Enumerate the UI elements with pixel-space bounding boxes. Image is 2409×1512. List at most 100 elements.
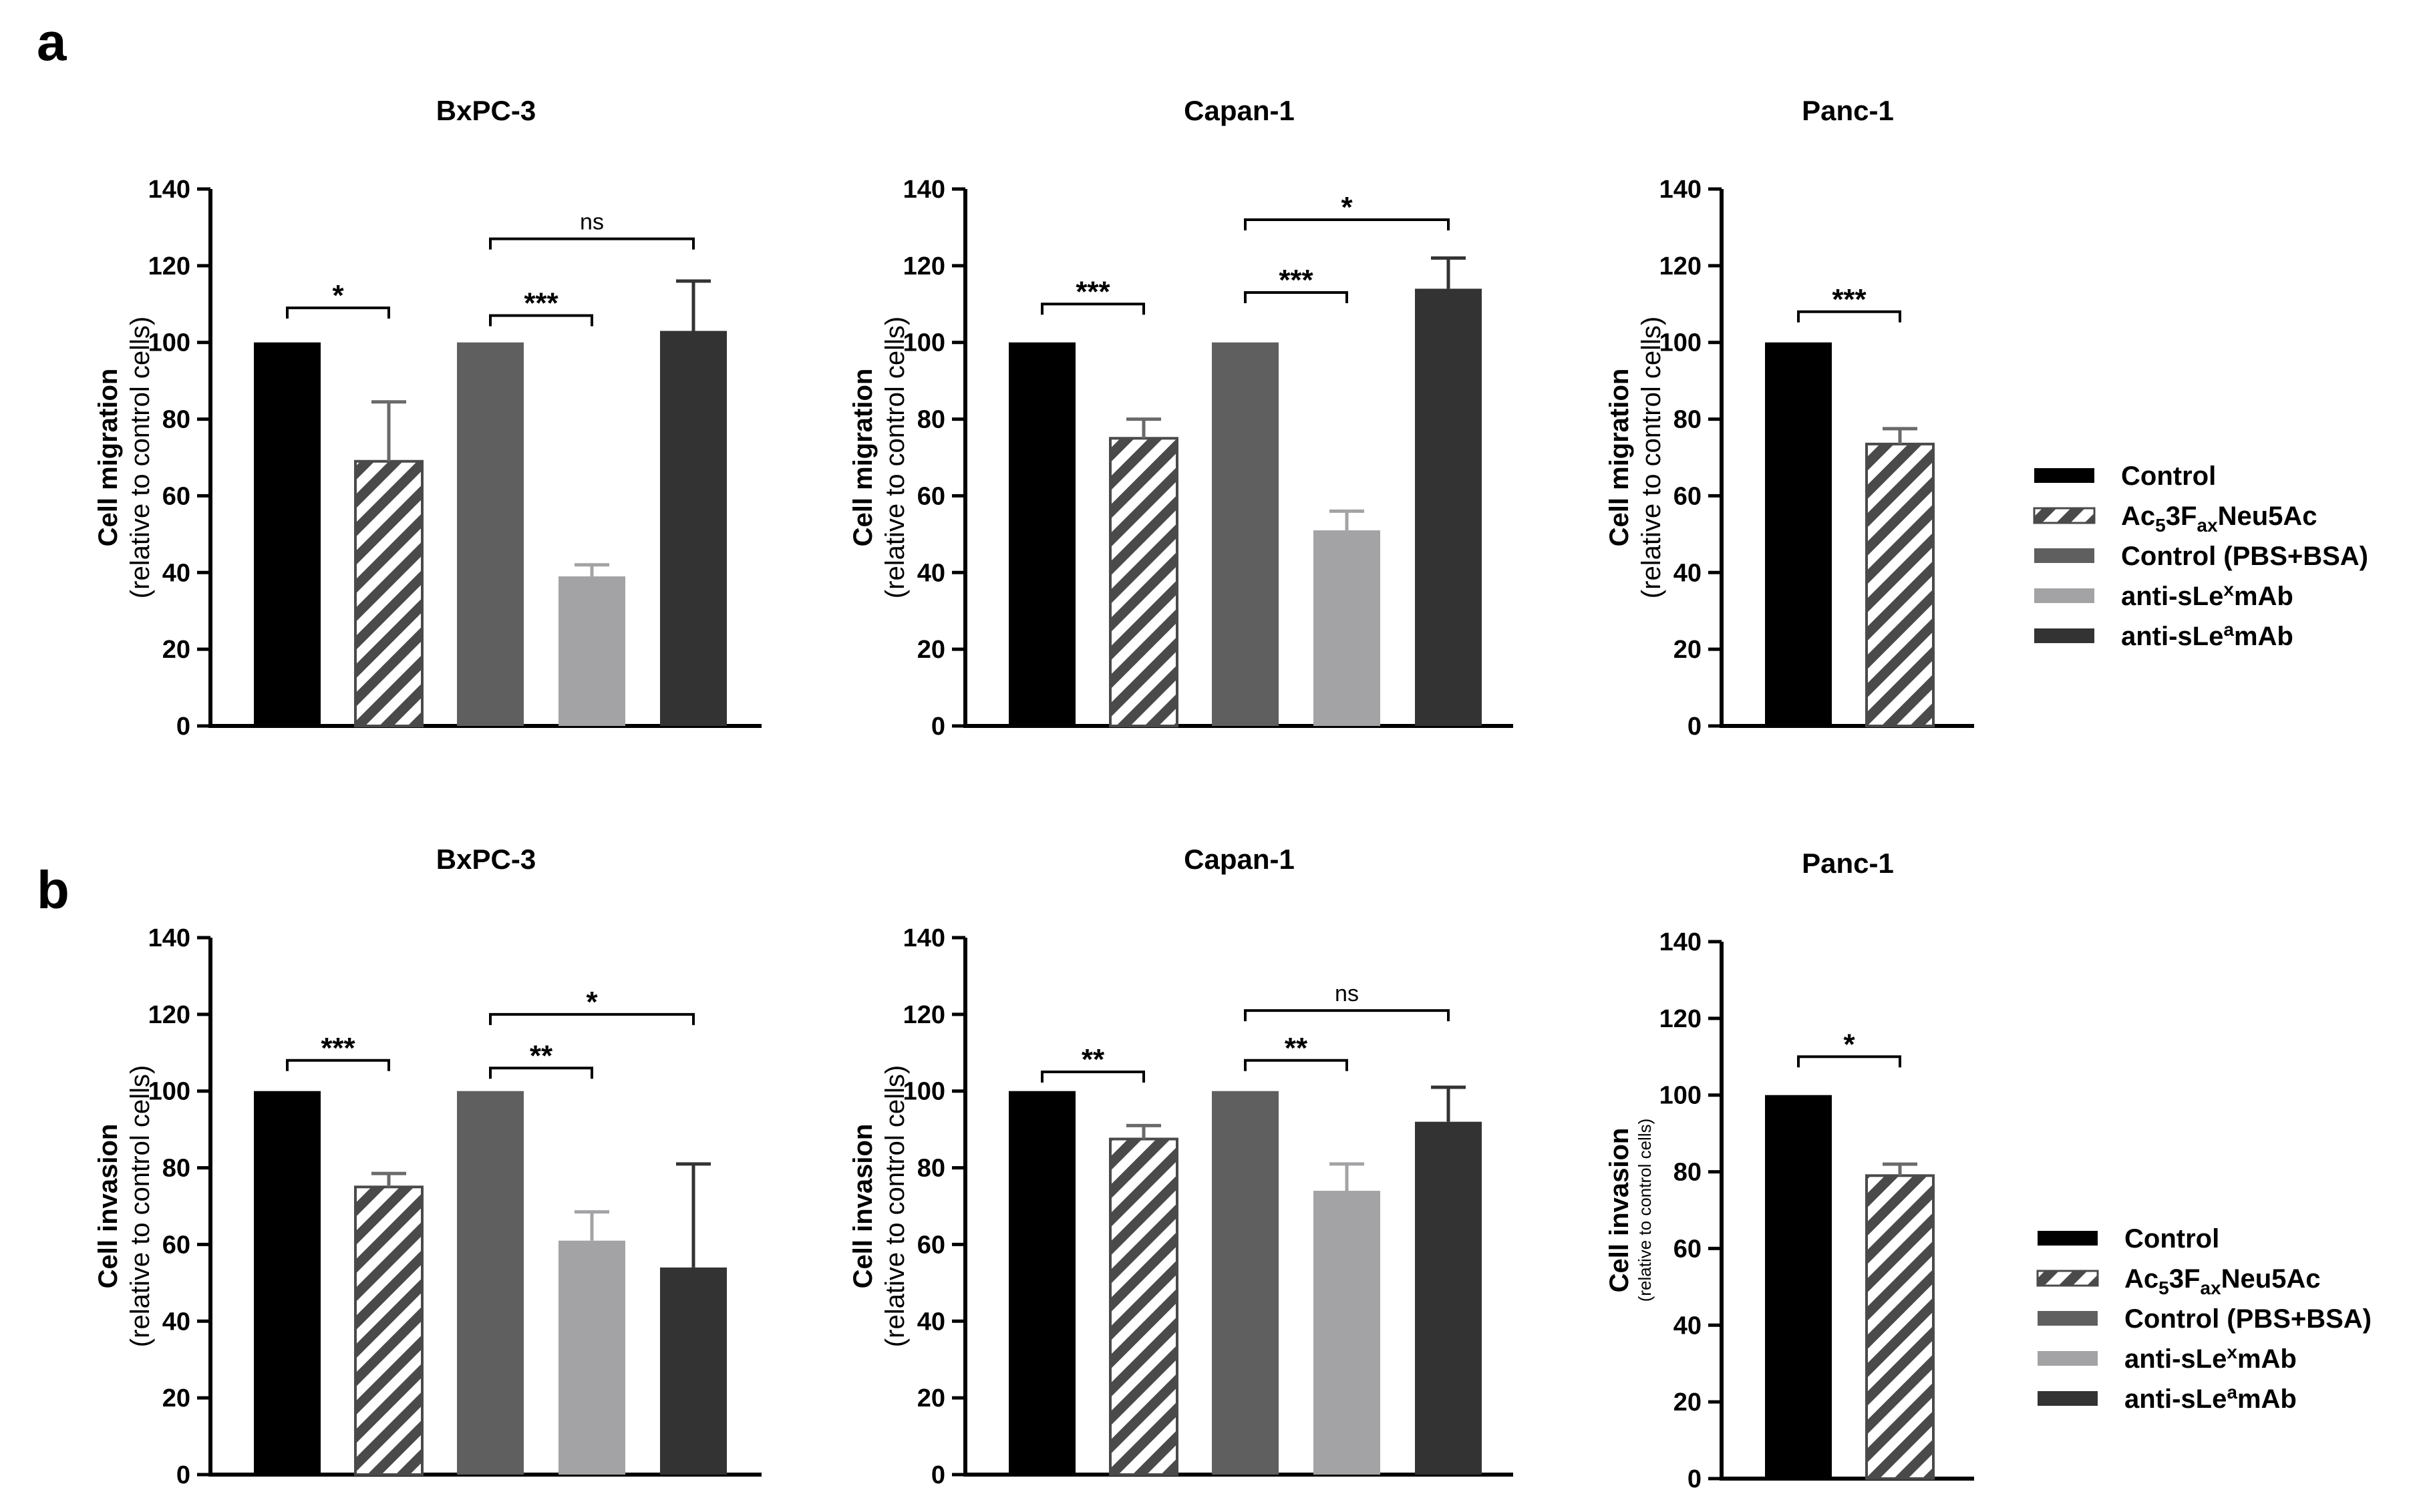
bar-control-pbs-bsa- [1212, 342, 1279, 726]
y-tick-label: 100 [148, 329, 190, 357]
bar-anti-slea-mab [660, 331, 727, 726]
bar-ac5-3fax-neu5ac [354, 1185, 424, 1477]
bar-control-pbs-bsa- [457, 342, 524, 726]
significance-label: ns [1335, 981, 1359, 1006]
y-tick-label: 60 [1673, 482, 1702, 510]
chart-title: Capan-1 [1184, 843, 1295, 875]
significance-bracket [286, 307, 390, 319]
significance-label: *** [1279, 264, 1313, 297]
y-tick-label: 100 [903, 1078, 945, 1106]
bar-control [1765, 342, 1832, 726]
panel-label-a: a [37, 12, 67, 71]
significance-bracket [1244, 1059, 1348, 1071]
significance-label: *** [524, 287, 558, 320]
y-tick-label: 40 [1673, 1312, 1702, 1340]
y-tick-label: 80 [917, 1155, 945, 1183]
significance-bracket [286, 1059, 390, 1071]
y-tick-label: 80 [917, 406, 945, 434]
legend-label: anti-sLexmAb [2124, 1342, 2297, 1374]
significance-bracket [489, 314, 593, 327]
bar-control [1765, 1095, 1832, 1479]
y-tick-label: 140 [148, 176, 190, 204]
bar-control [1009, 1091, 1076, 1475]
significance-label: ** [1082, 1043, 1105, 1076]
y-tick-label: 100 [1659, 1082, 1702, 1110]
legend-swatch [2038, 1351, 2098, 1366]
y-tick-label: 140 [903, 924, 945, 952]
y-tick-label: 0 [176, 713, 190, 741]
legend-label: Control [2124, 1224, 2219, 1254]
panel-label-b: b [37, 860, 69, 920]
y-axis-sublabel: (relative to control cells) [880, 1065, 910, 1347]
bar-anti-slea-mab [1415, 289, 1482, 726]
y-tick-label: 20 [1673, 636, 1702, 664]
y-tick-label: 40 [162, 1308, 190, 1336]
bar-control [1009, 342, 1076, 726]
bar-anti-slex-mab [1313, 1191, 1380, 1475]
chart-a-panc-1: Panc-1 Cell migration (relative to control… [1605, 95, 1974, 741]
legend-label: Ac53FaxNeu5Ac [2124, 1264, 2321, 1298]
y-tick-label: 140 [1659, 176, 1702, 204]
legend-swatch [2034, 628, 2094, 643]
significance-label: * [1341, 191, 1353, 224]
significance-label: *** [1076, 275, 1110, 308]
y-tick-label: 140 [148, 924, 190, 952]
y-tick-label: 60 [1673, 1235, 1702, 1263]
bar-ac5-3fax-neu5ac [1865, 1174, 1935, 1481]
bar-anti-slea-mab [660, 1267, 727, 1475]
bar-ac5-3fax-neu5ac [1109, 1137, 1178, 1476]
y-tick-label: 100 [1659, 329, 1702, 357]
bar-control-pbs-bsa- [1212, 1091, 1279, 1475]
y-tick-label: 0 [1688, 713, 1702, 741]
significance-bracket [1244, 291, 1348, 304]
legend-swatch [2038, 1311, 2098, 1326]
y-tick-label: 100 [148, 1078, 190, 1106]
bar-anti-slex-mab [1313, 530, 1380, 726]
y-axis-label: Cell invasion [94, 1124, 123, 1289]
legend-label: Control (PBS+BSA) [2121, 542, 2368, 571]
y-tick-label: 0 [1688, 1465, 1702, 1493]
bar-anti-slea-mab [1415, 1121, 1482, 1475]
y-tick-label: 20 [1673, 1388, 1702, 1416]
y-axis-sublabel: (relative to control cells) [1637, 317, 1666, 598]
y-tick-label: 100 [903, 329, 945, 357]
chart-title: Capan-1 [1184, 95, 1295, 126]
y-axis-label: Cell migration [848, 369, 878, 547]
legend-a: Control Ac53FaxNeu5Ac Control (PBS+BSA) ant… [2033, 461, 2368, 651]
chart-b-bxpc-3: BxPC-3 Cell invasion (relative to control … [94, 843, 762, 1489]
y-tick-label: 20 [917, 636, 945, 664]
bar-ac5-3fax-neu5ac [354, 459, 424, 727]
y-tick-label: 120 [148, 1001, 190, 1029]
significance-label: *** [321, 1032, 355, 1065]
significance-label: ** [530, 1039, 553, 1072]
y-axis-sublabel: (relative to control cells) [880, 317, 910, 598]
y-tick-label: 120 [148, 252, 190, 280]
y-tick-label: 140 [903, 176, 945, 204]
y-tick-label: 0 [931, 713, 945, 741]
y-tick-label: 60 [917, 482, 945, 510]
chart-b-capan-1: Capan-1 Cell invasion (relative to control… [848, 843, 1513, 1489]
y-tick-label: 120 [1659, 252, 1702, 280]
y-axis-label: Cell migration [94, 369, 123, 547]
y-tick-label: 120 [1659, 1005, 1702, 1033]
legend-swatch [2034, 468, 2094, 483]
y-tick-label: 120 [903, 252, 945, 280]
significance-label: ns [580, 210, 604, 235]
bar-anti-slex-mab [558, 576, 625, 726]
significance-bracket [1797, 310, 1901, 323]
legends-layer: Control Ac53FaxNeu5Ac Control (PBS+BSA) ant… [2033, 461, 2372, 1414]
y-tick-label: 40 [917, 559, 945, 587]
chart-title: BxPC-3 [436, 95, 536, 126]
significance-bracket [1041, 303, 1145, 315]
y-tick-label: 60 [162, 482, 190, 510]
y-tick-label: 0 [176, 1461, 190, 1489]
chart-a-bxpc-3: BxPC-3 Cell migration (relative to control… [94, 95, 762, 741]
legend-label: Control (PBS+BSA) [2124, 1304, 2372, 1334]
chart-title: Panc-1 [1802, 95, 1894, 126]
significance-bracket [1244, 218, 1450, 230]
legend-swatch [2034, 588, 2094, 603]
significance-label: * [1843, 1028, 1855, 1061]
significance-bracket [1797, 1055, 1901, 1068]
